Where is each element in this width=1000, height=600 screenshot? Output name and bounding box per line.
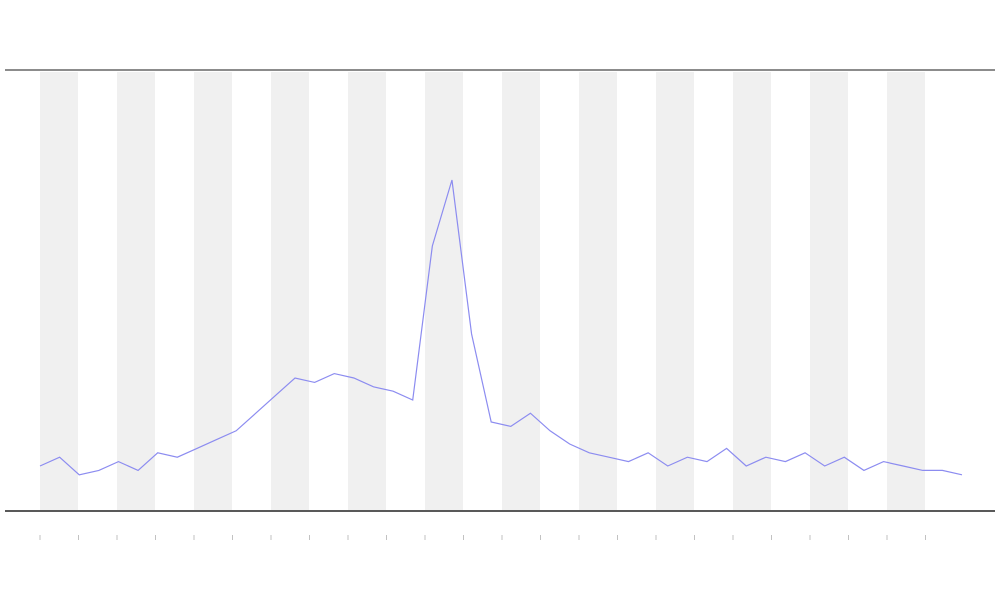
band	[40, 72, 78, 510]
band	[194, 72, 232, 510]
band	[887, 72, 925, 510]
band	[348, 72, 386, 510]
band	[579, 72, 617, 510]
background-bands	[40, 72, 925, 510]
band	[271, 72, 309, 510]
band	[656, 72, 694, 510]
band	[502, 72, 540, 510]
band	[425, 72, 463, 510]
band	[117, 72, 155, 510]
series-line	[39, 179, 963, 476]
band	[733, 72, 771, 510]
band	[810, 72, 848, 510]
